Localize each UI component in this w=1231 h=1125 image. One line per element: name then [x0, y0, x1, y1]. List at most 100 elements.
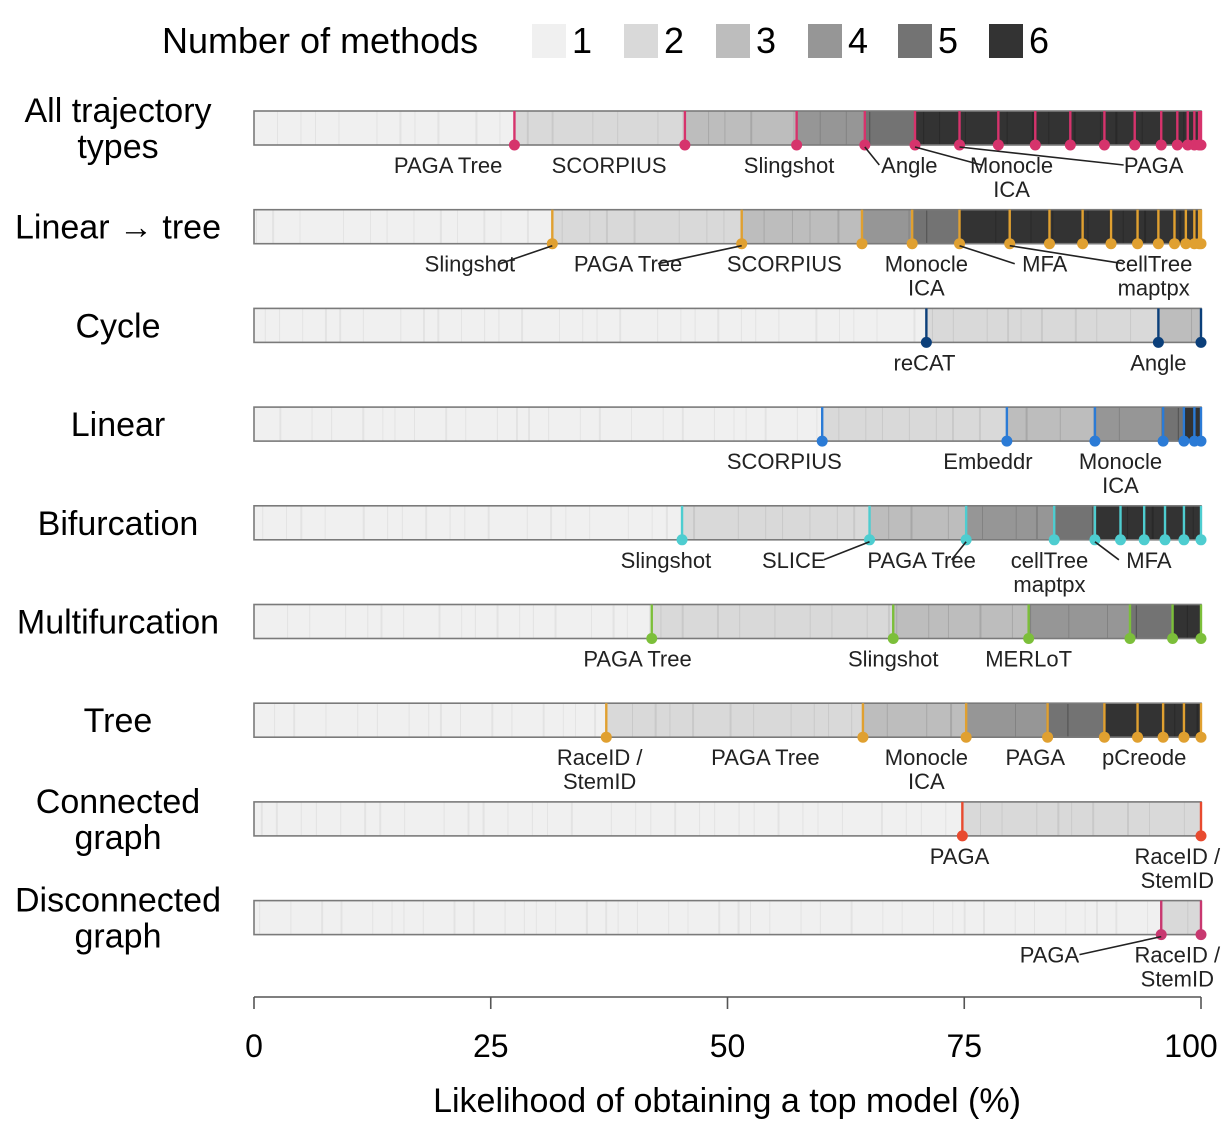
- strip-segment: [1006, 407, 1095, 442]
- row-label: Linear → tree: [15, 209, 221, 247]
- strip-row: Linear → tree Slingshot PAGA Tree SCORPIUS M…: [15, 209, 1207, 301]
- strip-segment: [254, 900, 1162, 935]
- row-label: graph: [75, 918, 162, 956]
- strip-row: Bifurcation Slingshot SLICE PAGA Tree cellTr…: [38, 505, 1207, 597]
- strip-segment: [861, 209, 913, 244]
- method-marker-dot: [859, 139, 871, 151]
- strip-segment: [862, 703, 967, 738]
- strip-segment: [893, 604, 1029, 639]
- method-label: Monocle: [885, 252, 968, 277]
- strip-segment: [962, 801, 1201, 836]
- method-marker-dot: [1159, 534, 1171, 546]
- strip-segment: [1028, 604, 1130, 639]
- method-marker-dot: [1178, 534, 1190, 546]
- row-label: types: [77, 128, 158, 166]
- method-label: cellTree: [1011, 548, 1088, 573]
- method-marker-dot: [960, 534, 972, 546]
- strip-segment: [1054, 505, 1095, 540]
- method-label: RaceID /: [1135, 943, 1221, 968]
- strip-segment: [684, 111, 797, 145]
- method-label: SCORPIUS: [727, 449, 842, 474]
- method-marker-dot: [992, 139, 1004, 151]
- legend-swatch-3: [716, 24, 750, 58]
- method-label: Embeddr: [943, 449, 1032, 474]
- method-label: PAGA: [930, 844, 990, 869]
- method-marker-dot: [1077, 238, 1089, 250]
- legend-swatch-6: [989, 24, 1023, 58]
- method-label: Monocle: [970, 153, 1053, 178]
- strip-segment: [254, 407, 823, 442]
- x-tick-label: 25: [473, 1028, 509, 1064]
- method-label: MFA: [1022, 252, 1068, 277]
- method-marker-dot: [954, 139, 966, 151]
- method-marker-dot: [1089, 435, 1101, 447]
- method-label: PAGA Tree: [583, 647, 691, 672]
- method-label: MFA: [1126, 548, 1172, 573]
- strip-segment: [1047, 703, 1105, 738]
- label-leader-line: [1094, 541, 1120, 561]
- strip-row: Cycle reCAT Angle: [75, 307, 1207, 375]
- label-leader-line: [657, 244, 742, 265]
- strip-row: Multifurcation PAGA Tree Slingshot MERLoT: [17, 604, 1207, 672]
- legend-label-3: 3: [756, 20, 776, 61]
- method-marker-dot: [1064, 139, 1076, 151]
- method-marker-dot: [956, 830, 968, 842]
- method-label: PAGA Tree: [867, 548, 975, 573]
- method-marker-dot: [1129, 139, 1141, 151]
- method-label: PAGA: [1020, 943, 1080, 968]
- method-marker-dot: [1001, 435, 1013, 447]
- method-marker-dot: [1178, 731, 1190, 743]
- strip-segment: [682, 505, 870, 540]
- strip-segment: [1129, 604, 1173, 639]
- method-marker-dot: [1089, 534, 1101, 546]
- x-axis-title: Likelihood of obtaining a top model (%): [433, 1082, 1021, 1120]
- strip-segment: [254, 209, 553, 244]
- label-leader-line: [1079, 935, 1162, 956]
- strip-segment: [1172, 604, 1201, 639]
- legend: Number of methods 1 2 3 4 5 6: [162, 20, 1049, 61]
- label-leader-line: [951, 541, 967, 561]
- method-marker-dot: [1167, 633, 1179, 644]
- strip-segment: [651, 604, 894, 639]
- row-label: graph: [75, 819, 162, 857]
- method-label: ICA: [993, 177, 1030, 202]
- strip-segment: [1104, 703, 1201, 738]
- legend-label-6: 6: [1029, 20, 1049, 61]
- method-marker-dot: [676, 534, 688, 546]
- strip-segment: [822, 407, 1007, 442]
- legend-label-1: 1: [572, 20, 592, 61]
- method-label: Slingshot: [744, 153, 835, 178]
- x-tick-label: 75: [946, 1028, 982, 1064]
- method-marker-dot: [1195, 633, 1207, 644]
- method-marker-dot: [1195, 336, 1207, 348]
- method-marker-dot: [857, 731, 869, 743]
- label-leader-line: [914, 146, 982, 166]
- method-marker-dot: [1178, 435, 1190, 447]
- method-marker-dot: [1132, 731, 1144, 743]
- strip-segment: [254, 703, 607, 738]
- row-label: Disconnected: [15, 882, 221, 920]
- method-marker-dot: [1138, 534, 1150, 546]
- method-marker-dot: [920, 336, 932, 348]
- legend-swatch-4: [808, 24, 842, 58]
- strip-segment: [912, 209, 960, 244]
- strip-segment: [254, 604, 652, 639]
- method-marker-dot: [1098, 731, 1110, 743]
- method-label: RaceID /: [557, 745, 643, 770]
- method-marker-dot: [600, 731, 612, 743]
- method-label: PAGA Tree: [394, 153, 502, 178]
- method-label: SCORPIUS: [552, 153, 667, 178]
- method-label: Angle: [881, 153, 937, 178]
- legend-title: Number of methods: [162, 20, 478, 61]
- row-label: Linear: [71, 406, 166, 444]
- label-leader-line: [1009, 244, 1124, 265]
- row-label: Connected: [36, 783, 200, 821]
- row-label: Bifurcation: [38, 505, 199, 543]
- method-marker-dot: [1105, 238, 1117, 250]
